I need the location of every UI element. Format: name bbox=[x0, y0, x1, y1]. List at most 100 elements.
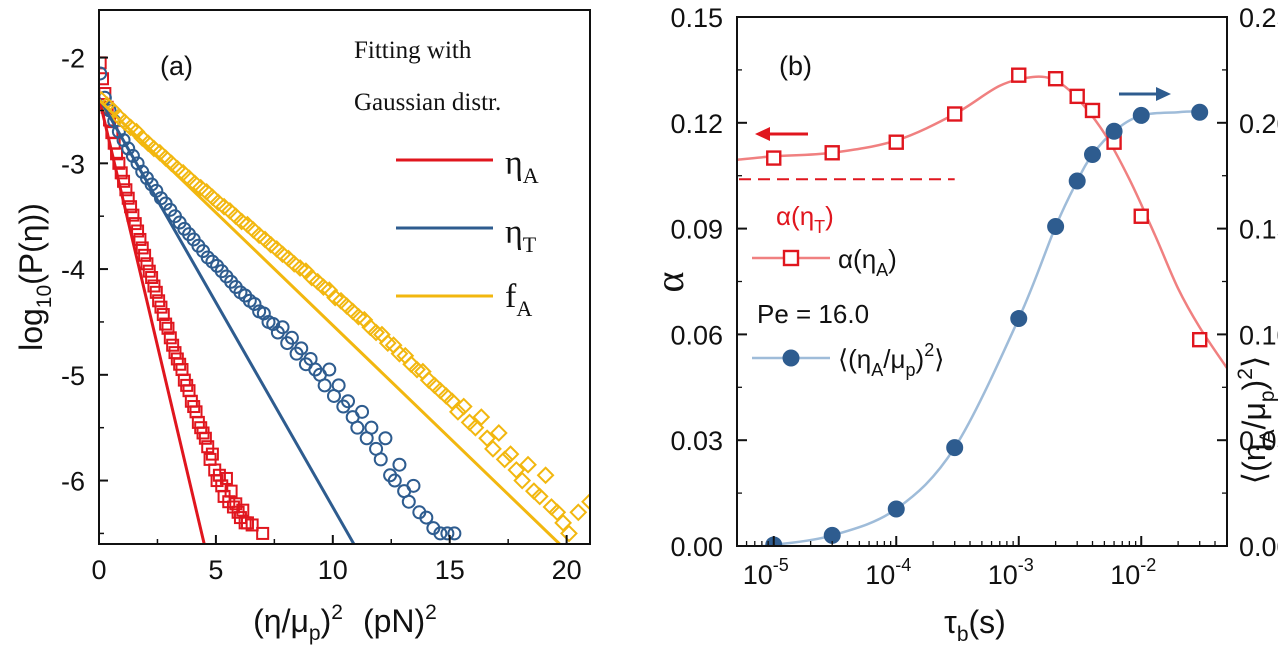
b-y2-tick-label: 0.25 bbox=[1239, 3, 1278, 33]
point-a bbox=[1047, 71, 1064, 87]
point-a bbox=[888, 134, 904, 150]
point-t bbox=[341, 394, 356, 409]
point-a-p bbox=[887, 500, 905, 518]
point-a bbox=[198, 431, 212, 445]
point-a-p bbox=[1105, 122, 1123, 140]
point-a bbox=[824, 145, 840, 161]
b-y2-tick-label: 0.15 bbox=[1239, 215, 1278, 245]
point-fa bbox=[437, 387, 456, 405]
point-fa bbox=[513, 471, 532, 490]
a-x-tick-label: 5 bbox=[208, 555, 223, 585]
b-y-tick-label: 0.06 bbox=[670, 320, 723, 350]
a-x-tick-label: 15 bbox=[435, 555, 465, 585]
point-a bbox=[256, 526, 270, 540]
point-fa bbox=[569, 503, 588, 522]
point-t bbox=[373, 452, 388, 467]
point-t bbox=[355, 404, 370, 419]
point-fa bbox=[519, 455, 537, 474]
point-t bbox=[378, 431, 393, 446]
b-y2-tick-label: 0.00 bbox=[1239, 532, 1278, 562]
point-fa bbox=[501, 445, 520, 464]
point-t bbox=[247, 296, 262, 311]
point-a-p bbox=[1047, 217, 1065, 235]
a-y-tick-label: -3 bbox=[61, 149, 85, 179]
b-y-tick-label: 0.15 bbox=[670, 3, 723, 33]
point-fa bbox=[489, 424, 508, 442]
point-a bbox=[135, 241, 149, 255]
legend-a-etaT-label: ηT bbox=[505, 214, 537, 257]
panel-b-x-axis-label: τb(s) bbox=[944, 604, 1006, 646]
point-a bbox=[156, 308, 170, 322]
point-a bbox=[1069, 88, 1085, 105]
point-fa bbox=[581, 492, 590, 511]
legend-a-title-line2: Gaussian distr. bbox=[354, 89, 501, 116]
panel-b-y2-ticks: 0.00 0.05 0.10 0.15 0.20 0.25 bbox=[1217, 3, 1278, 562]
legend-b-mean-label: ⟨(ηA/μp)2⟩ bbox=[838, 340, 944, 380]
point-a bbox=[1133, 208, 1149, 224]
a-y-tick-label: -2 bbox=[61, 44, 85, 74]
panel-a: 0 5 10 15 20 -2 -3 -4 -5 -6 (a) Fitting with Gau… bbox=[13, 9, 591, 645]
point-fa bbox=[495, 450, 514, 469]
point-a-p bbox=[1084, 146, 1102, 164]
b-x-tick-label: 10-4 bbox=[865, 555, 911, 590]
point-a-p bbox=[946, 439, 964, 457]
panel-b-y-axis-label: α bbox=[647, 271, 692, 292]
legend-b-mean-marker bbox=[782, 349, 800, 367]
fit-line-fa bbox=[99, 98, 561, 544]
point-a bbox=[236, 503, 250, 517]
point-a bbox=[946, 106, 963, 122]
point-fa bbox=[337, 297, 356, 315]
b-x-tick-label: 10-3 bbox=[988, 555, 1034, 590]
point-t bbox=[284, 330, 299, 345]
a-y-tick-label: -5 bbox=[61, 361, 85, 391]
panel-b-label: (b) bbox=[779, 51, 812, 81]
point-a bbox=[205, 447, 219, 461]
point-t bbox=[406, 478, 421, 493]
point-fa bbox=[548, 503, 567, 522]
panel-a-frame bbox=[98, 9, 591, 545]
point-fa bbox=[408, 360, 426, 379]
point-fa bbox=[454, 397, 473, 416]
b-y-tick-label: 0.00 bbox=[670, 532, 723, 562]
point-fa bbox=[419, 371, 438, 390]
panel-a-label: (a) bbox=[160, 51, 193, 81]
point-fa bbox=[390, 344, 409, 363]
point-fa bbox=[443, 392, 461, 411]
panel-a-plot-area bbox=[99, 56, 590, 544]
point-fa bbox=[244, 221, 263, 239]
point-a-p bbox=[1010, 310, 1028, 328]
point-t bbox=[440, 526, 455, 541]
point-a bbox=[138, 248, 152, 262]
point-t bbox=[99, 66, 108, 81]
point-t bbox=[387, 473, 402, 488]
point-fa bbox=[343, 302, 362, 321]
panel-b-y-ticks: 0.00 0.03 0.06 0.09 0.12 0.15 bbox=[670, 3, 747, 562]
point-t bbox=[419, 510, 434, 525]
point-a bbox=[166, 338, 180, 352]
a-y-tick-label: -6 bbox=[61, 467, 85, 497]
point-t bbox=[433, 526, 448, 541]
fit-line-t bbox=[99, 97, 356, 544]
point-a bbox=[149, 285, 163, 299]
left-axis-arrow bbox=[755, 127, 808, 141]
panel-a-y-ticks: -2 -3 -4 -5 -6 bbox=[61, 44, 108, 535]
point-fa bbox=[425, 376, 444, 395]
point-a bbox=[99, 72, 110, 86]
panel-b: 10-5 10-4 10-3 10-2 0.00 0.03 0.06 0.09 0.12 0.1… bbox=[647, 3, 1278, 646]
b-y2-tick-label: 0.10 bbox=[1239, 320, 1278, 350]
point-a-p bbox=[1132, 106, 1150, 124]
point-t bbox=[364, 420, 379, 435]
b-x-tick-label: 10-5 bbox=[743, 555, 789, 590]
point-t bbox=[121, 141, 136, 156]
point-fa bbox=[367, 323, 385, 342]
b-y-tick-label: 0.12 bbox=[670, 109, 723, 139]
point-a-p bbox=[1068, 172, 1086, 190]
point-fa bbox=[530, 487, 549, 506]
b-y2-tick-label: 0.05 bbox=[1239, 426, 1278, 456]
point-fa bbox=[484, 439, 502, 458]
point-t bbox=[200, 250, 215, 265]
point-fa bbox=[560, 524, 578, 543]
point-fa bbox=[524, 482, 543, 501]
b-y2-tick-label: 0.20 bbox=[1239, 109, 1278, 139]
